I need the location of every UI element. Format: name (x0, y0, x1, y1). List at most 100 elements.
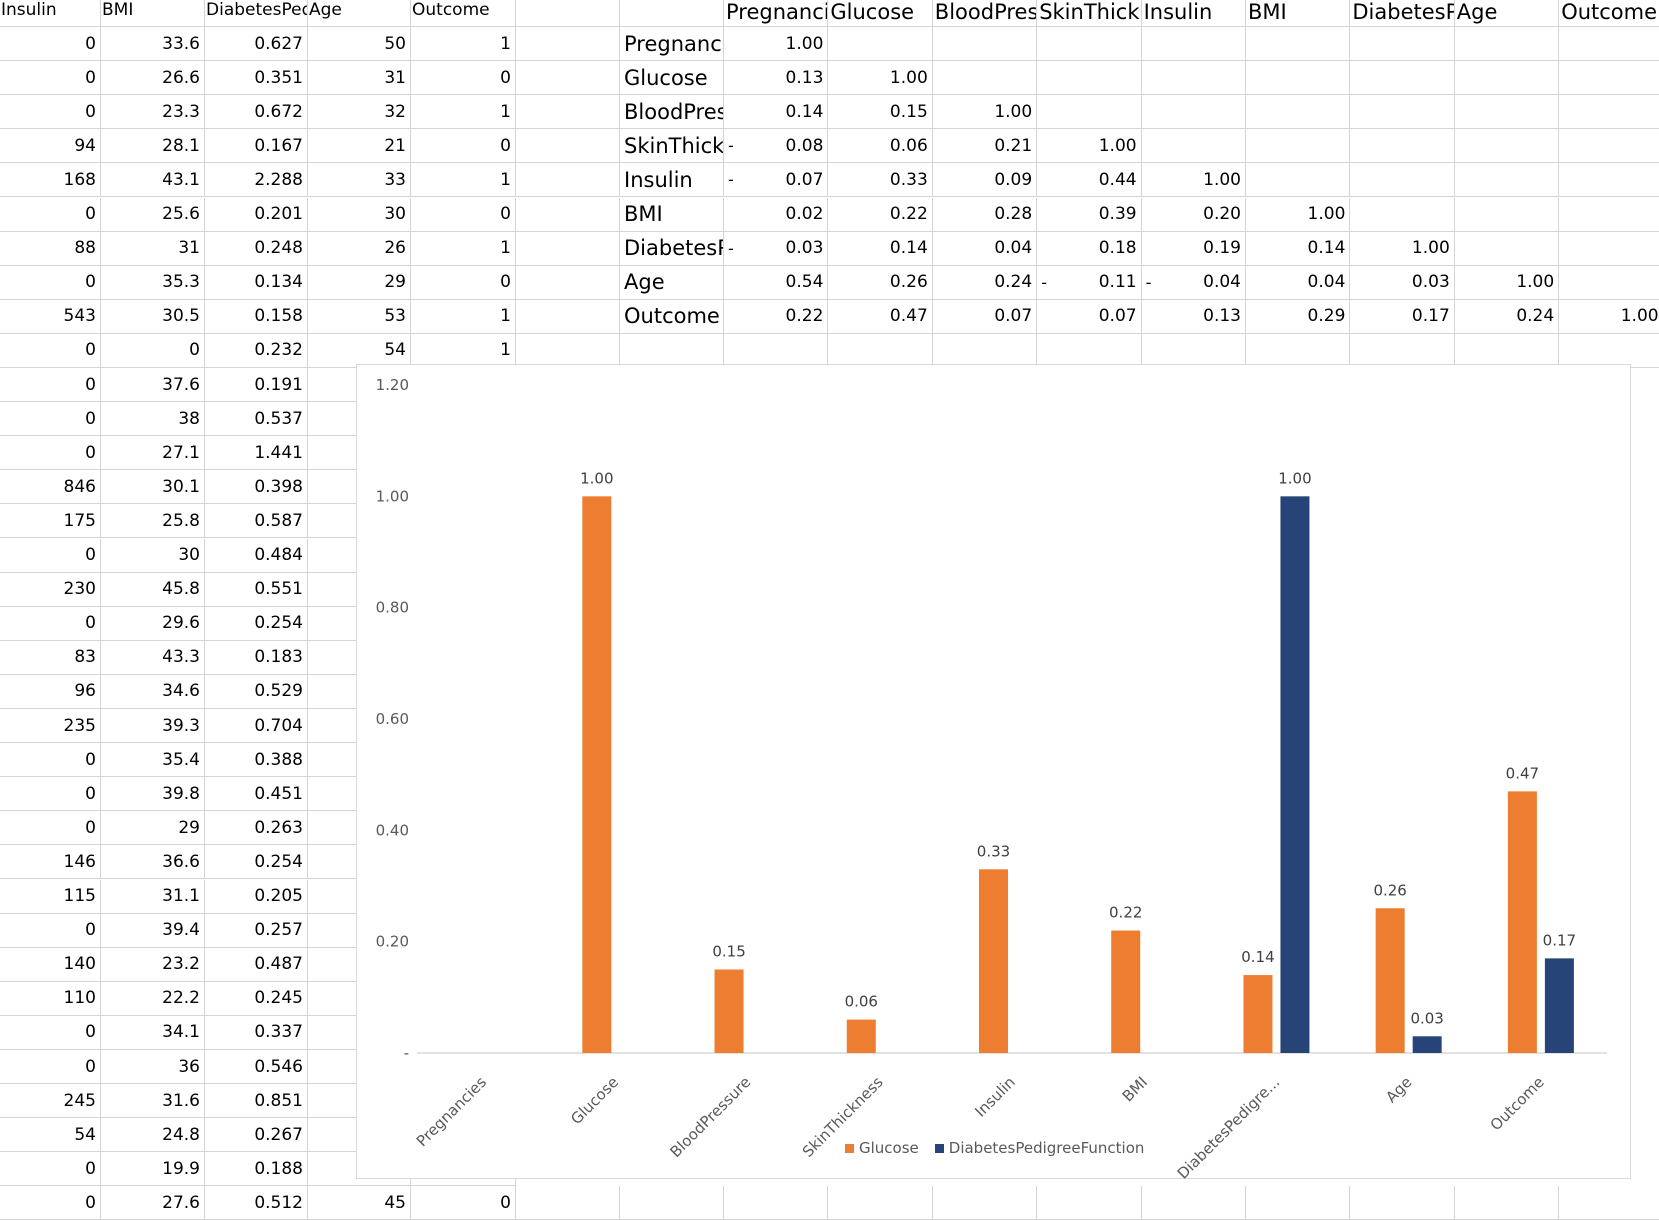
empty-cell[interactable] (1350, 333, 1455, 368)
left-table-cell[interactable]: 2.288 (205, 163, 308, 198)
left-table-cell[interactable]: 1 (411, 231, 516, 266)
left-table-cell[interactable]: 0.134 (205, 265, 308, 300)
left-table-cell[interactable]: 1 (411, 333, 516, 368)
empty-cell[interactable] (1559, 334, 1659, 368)
empty-cell[interactable] (516, 163, 620, 198)
left-table-cell[interactable]: 0.551 (205, 572, 308, 607)
left-table-cell[interactable]: 0 (0, 333, 101, 368)
corr-value-cell[interactable] (1350, 27, 1455, 62)
empty-cell[interactable] (516, 95, 620, 130)
left-table-cell[interactable]: 0.263 (205, 811, 308, 846)
corr-value-cell[interactable]: 0.18 (1037, 231, 1142, 266)
corr-value-cell[interactable] (932, 61, 1038, 96)
empty-cell[interactable] (932, 1186, 1038, 1220)
left-table-cell[interactable]: 0 (411, 129, 516, 164)
left-table-cell[interactable]: 38 (101, 402, 205, 437)
corr-value-cell[interactable]: 0.17 (1350, 299, 1455, 334)
corr-value-cell[interactable]: 1.00 (724, 27, 829, 62)
left-table-cell[interactable]: 0.254 (205, 845, 308, 880)
corr-value-cell[interactable]: 0.13 (724, 61, 829, 96)
empty-cell[interactable] (516, 61, 620, 96)
left-table-cell[interactable]: 29 (101, 811, 205, 846)
corr-row-label[interactable]: Glucose (620, 61, 724, 96)
left-table-cell[interactable]: 0.188 (205, 1152, 308, 1187)
empty-cell[interactable] (620, 1186, 724, 1220)
corr-value-cell[interactable]: 1.00 (1559, 300, 1659, 334)
left-table-cell[interactable]: 0.254 (205, 606, 308, 641)
empty-cell[interactable] (724, 333, 829, 368)
left-table-cell[interactable]: 54 (308, 333, 411, 368)
left-table-cell[interactable]: 29 (308, 265, 411, 300)
corr-value-cell[interactable]: 0.13 (1141, 299, 1246, 334)
empty-cell[interactable] (516, 129, 620, 164)
empty-cell[interactable] (516, 0, 620, 27)
left-table-cell[interactable]: 32 (308, 95, 411, 130)
corr-value-cell[interactable]: 0.54 (724, 265, 829, 300)
left-table-cell[interactable]: 0 (0, 368, 101, 403)
left-table-cell[interactable]: 43.1 (101, 163, 205, 198)
left-table-cell[interactable]: 31.1 (101, 879, 205, 914)
corr-value-cell[interactable] (1559, 163, 1659, 198)
corr-value-cell[interactable]: 0.22 (828, 197, 933, 232)
empty-cell[interactable] (1454, 1186, 1560, 1220)
left-table-cell[interactable]: 0.537 (205, 402, 308, 437)
corr-value-cell[interactable] (1454, 61, 1560, 96)
corr-value-cell[interactable] (1454, 129, 1560, 164)
left-table-cell[interactable]: 0.587 (205, 504, 308, 539)
corr-header-cell[interactable]: SkinThickr (1037, 0, 1142, 27)
left-table-cell[interactable]: 0 (0, 538, 101, 573)
left-table-cell[interactable]: 39.8 (101, 777, 205, 812)
corr-value-cell[interactable] (1559, 198, 1659, 232)
empty-cell[interactable] (620, 0, 724, 27)
corr-value-cell[interactable]: 0.09 (932, 163, 1038, 198)
corr-value-cell[interactable] (1559, 95, 1659, 130)
corr-value-cell[interactable] (1246, 129, 1351, 164)
corr-value-cell[interactable]: 0.21 (932, 129, 1038, 164)
left-table-cell[interactable]: 0 (411, 61, 516, 96)
left-table-cell[interactable]: 26.6 (101, 61, 205, 96)
left-table-cell[interactable]: 25.8 (101, 504, 205, 539)
corr-value-cell[interactable] (1454, 231, 1560, 266)
corr-value-cell[interactable] (1037, 61, 1142, 96)
left-table-cell[interactable]: 19.9 (101, 1152, 205, 1187)
left-table-cell[interactable]: 53 (308, 299, 411, 334)
corr-value-cell[interactable] (1559, 27, 1659, 62)
left-table-cell[interactable]: 34.1 (101, 1015, 205, 1050)
left-table-cell[interactable]: 0.851 (205, 1084, 308, 1119)
corr-value-cell[interactable] (828, 27, 933, 62)
corr-value-cell[interactable]: 0.20 (1141, 197, 1246, 232)
left-header-cell[interactable]: Age (308, 0, 411, 27)
left-table-cell[interactable]: 35.4 (101, 743, 205, 778)
corr-header-cell[interactable]: Age (1454, 0, 1560, 27)
left-table-cell[interactable]: 0.245 (205, 981, 308, 1016)
left-table-cell[interactable]: 0.337 (205, 1015, 308, 1050)
left-table-cell[interactable]: 1 (411, 163, 516, 198)
left-table-cell[interactable]: 28.1 (101, 129, 205, 164)
left-table-cell[interactable]: 27.6 (101, 1186, 205, 1220)
corr-header-cell[interactable]: BloodPres (932, 0, 1038, 27)
left-table-cell[interactable]: 0 (0, 61, 101, 96)
empty-cell[interactable] (1350, 1186, 1455, 1220)
left-table-cell[interactable]: 23.2 (101, 947, 205, 982)
left-table-cell[interactable]: 0.158 (205, 299, 308, 334)
corr-value-cell[interactable]: 0.14 (828, 231, 933, 266)
corr-value-cell[interactable]: 0.03 (1350, 265, 1455, 300)
left-table-cell[interactable]: 88 (0, 231, 101, 266)
left-table-cell[interactable]: 0 (411, 197, 516, 232)
left-table-cell[interactable]: 0.672 (205, 95, 308, 130)
left-table-cell[interactable]: 0 (0, 743, 101, 778)
corr-value-cell[interactable] (1454, 95, 1560, 130)
left-table-cell[interactable]: 0.267 (205, 1118, 308, 1153)
left-table-cell[interactable]: 110 (0, 981, 101, 1016)
left-table-cell[interactable]: 0.704 (205, 709, 308, 744)
empty-cell[interactable] (516, 299, 620, 334)
left-table-cell[interactable]: 0.201 (205, 197, 308, 232)
corr-value-cell[interactable]: 0.07 (1037, 299, 1142, 334)
left-table-cell[interactable]: 0.351 (205, 61, 308, 96)
left-table-cell[interactable]: 39.4 (101, 913, 205, 948)
corr-value-cell[interactable]: 1.00 (1037, 129, 1142, 164)
corr-value-cell[interactable] (1454, 163, 1560, 198)
empty-cell[interactable] (516, 265, 620, 300)
corr-row-label[interactable]: Pregnanci (620, 27, 724, 62)
corr-value-cell[interactable] (1141, 61, 1246, 96)
